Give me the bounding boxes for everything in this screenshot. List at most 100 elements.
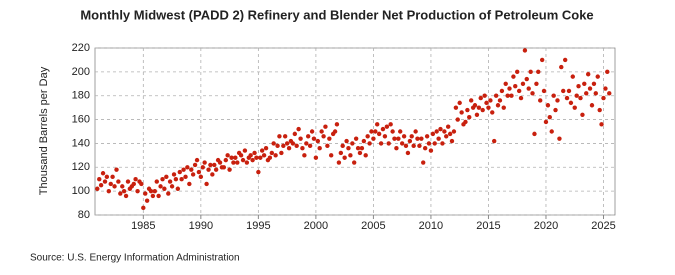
- point: [284, 141, 290, 146]
- point: [196, 169, 202, 175]
- point: [315, 138, 321, 144]
- point: [325, 143, 330, 149]
- point: [572, 105, 577, 110]
- point: [486, 105, 491, 110]
- point: [121, 188, 127, 194]
- point: [187, 181, 192, 187]
- point: [474, 112, 480, 118]
- point: [532, 131, 537, 137]
- point: [589, 103, 595, 108]
- point: [150, 193, 156, 199]
- point: [465, 107, 470, 113]
- point: [417, 143, 422, 149]
- point: [421, 160, 426, 165]
- point: [139, 181, 144, 187]
- x-tick-label: 1990: [189, 220, 213, 232]
- point: [574, 93, 579, 98]
- point: [256, 169, 261, 175]
- point: [409, 134, 414, 139]
- point: [261, 153, 267, 158]
- point: [120, 184, 125, 189]
- point: [158, 184, 163, 189]
- point: [125, 179, 131, 184]
- y-tick-label: 80: [78, 209, 90, 221]
- point: [501, 105, 506, 110]
- point: [359, 146, 365, 151]
- point: [394, 146, 399, 151]
- point: [302, 153, 307, 158]
- point: [497, 98, 503, 103]
- point: [597, 107, 602, 113]
- point: [202, 160, 207, 165]
- point: [382, 134, 388, 139]
- y-tick-label: 120: [72, 161, 90, 173]
- point: [499, 88, 505, 94]
- x-tick-label: 2025: [591, 220, 615, 232]
- point: [252, 150, 257, 156]
- point: [371, 136, 376, 141]
- point: [233, 155, 238, 160]
- point: [348, 153, 353, 158]
- point: [388, 122, 393, 127]
- x-tick-label: 1985: [131, 220, 155, 232]
- point: [200, 165, 205, 170]
- x-tick-label: 2005: [361, 220, 385, 232]
- point: [520, 81, 526, 86]
- point: [292, 131, 298, 137]
- point: [304, 141, 309, 146]
- point: [553, 107, 558, 113]
- point: [541, 88, 547, 94]
- point: [424, 134, 430, 139]
- point: [238, 153, 244, 158]
- point: [562, 57, 568, 63]
- point: [344, 138, 349, 144]
- point: [422, 146, 428, 151]
- point: [480, 107, 485, 113]
- point: [390, 129, 395, 134]
- point: [566, 88, 572, 94]
- point: [95, 186, 100, 191]
- point: [369, 129, 374, 134]
- point: [185, 165, 190, 170]
- point: [453, 105, 459, 110]
- point: [154, 179, 159, 184]
- point: [365, 134, 370, 139]
- x-tick-label: 2000: [304, 220, 328, 232]
- point: [561, 88, 566, 94]
- point: [190, 172, 196, 177]
- point: [248, 153, 253, 158]
- point: [386, 141, 391, 146]
- point: [505, 93, 510, 98]
- point: [538, 98, 543, 103]
- chart-title: Monthly Midwest (PADD 2) Refinery and Bl…: [80, 7, 593, 22]
- point: [488, 98, 493, 103]
- point: [484, 100, 489, 106]
- point: [258, 155, 263, 160]
- point: [198, 174, 204, 180]
- point: [607, 91, 612, 96]
- point: [551, 93, 556, 98]
- point: [438, 126, 443, 132]
- y-tick-label: 100: [72, 185, 90, 197]
- y-axis-label: Thousand Barrels per Day: [38, 66, 50, 195]
- point: [244, 160, 250, 165]
- point: [300, 146, 305, 151]
- point: [449, 138, 455, 144]
- point: [547, 114, 552, 120]
- point: [177, 169, 182, 175]
- x-tick-label: 1995: [246, 220, 270, 232]
- point: [549, 129, 554, 134]
- point: [503, 81, 508, 86]
- point: [432, 141, 437, 146]
- point: [578, 95, 583, 101]
- point: [357, 150, 363, 156]
- point: [334, 122, 340, 127]
- point: [434, 129, 439, 134]
- point: [167, 179, 173, 184]
- point: [173, 177, 179, 182]
- point: [229, 155, 234, 160]
- point: [112, 184, 117, 189]
- point: [290, 141, 296, 146]
- point: [123, 193, 129, 199]
- point: [539, 57, 545, 63]
